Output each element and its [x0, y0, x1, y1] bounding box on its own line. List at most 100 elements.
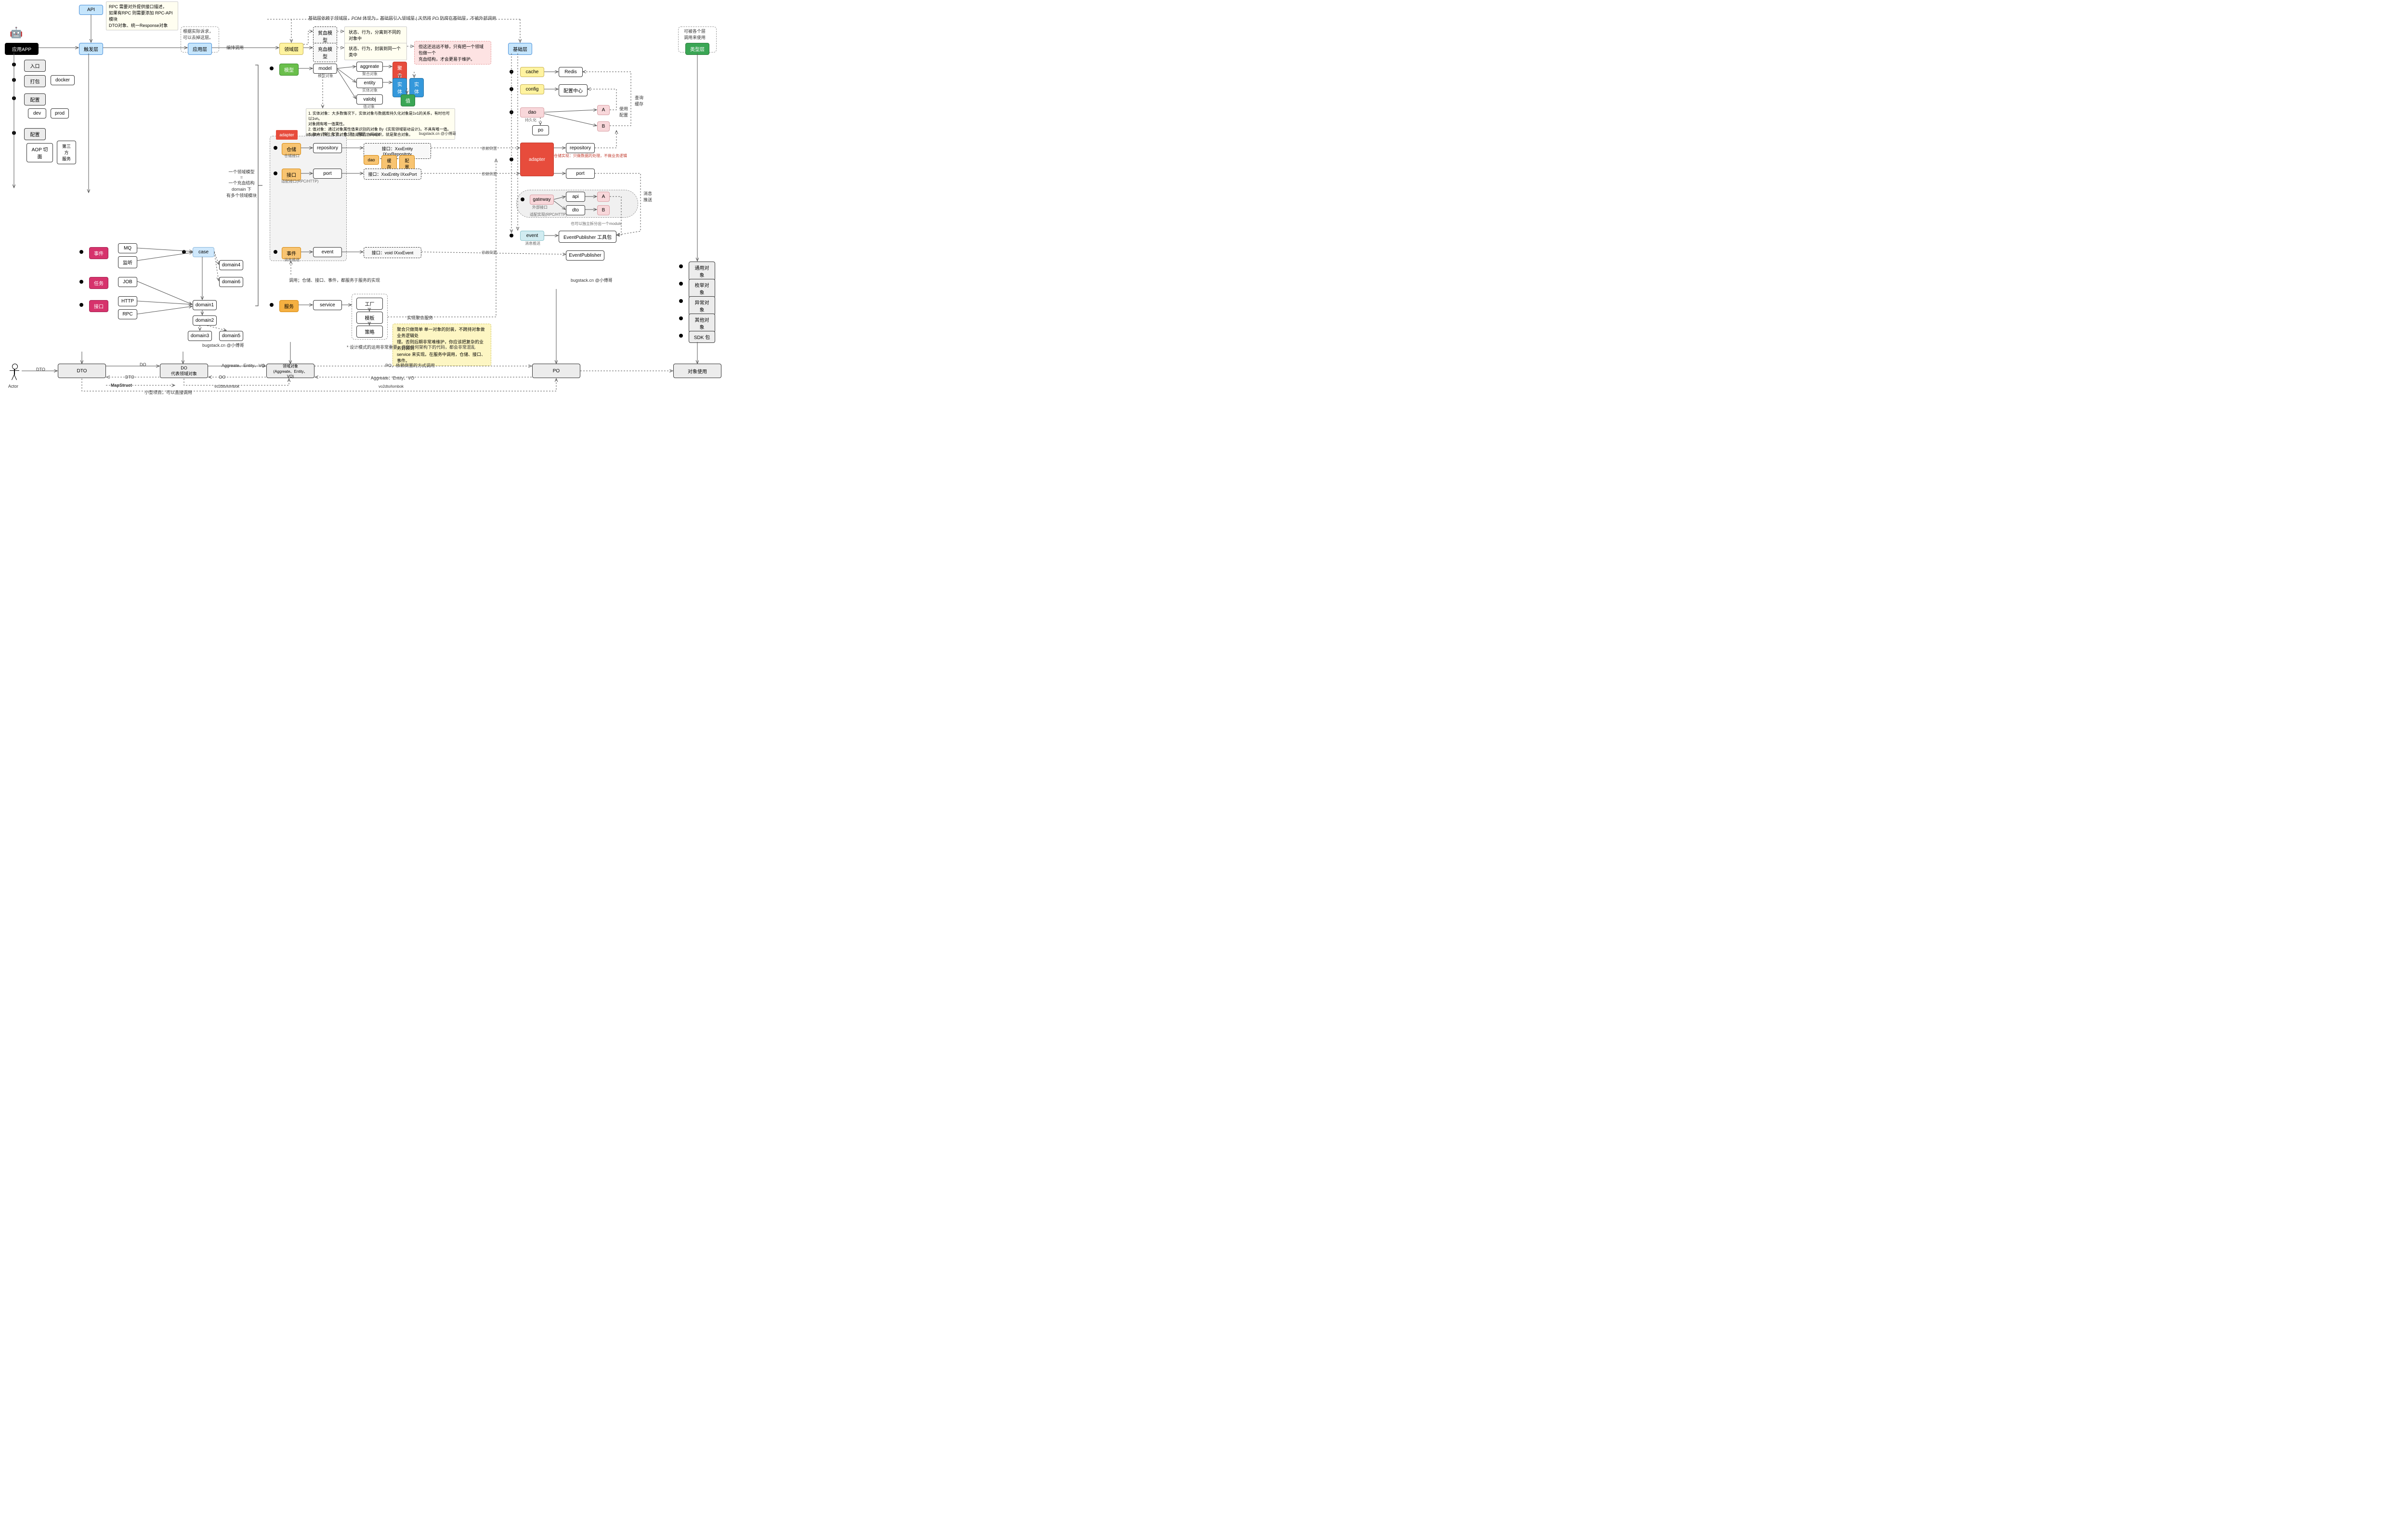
types-note: 可被各个层 调用来使用: [684, 28, 706, 40]
service-call: 调用；仓储、接口、事件，都服务于服务的实现: [289, 277, 380, 283]
config-box: config: [520, 84, 544, 94]
anemia-note: 状态、行为，分离到不同的对象中: [344, 26, 407, 44]
dot: [274, 146, 277, 150]
ep2-box: EventPublisher: [566, 250, 604, 261]
dot: [679, 299, 683, 303]
robot-icon: 🤖: [10, 26, 24, 41]
B-box: B: [597, 121, 610, 131]
dot: [182, 250, 186, 254]
dot: [12, 63, 16, 66]
dev-box: dev: [28, 108, 46, 118]
strat-box: 策略: [356, 326, 383, 338]
ms-label: MapStruct: [111, 383, 132, 388]
dto-box2: DTO: [58, 364, 106, 378]
exc-box: 异常对象: [689, 296, 715, 315]
d1-box: domain1: [193, 300, 217, 310]
repo-box: repository: [313, 143, 342, 153]
sig3: bugstack.cn @小傅哥: [571, 277, 613, 283]
aev-label: Aggreate、Entity、VO: [222, 362, 265, 368]
po-dep: PO，依赖倒置的方式调用: [385, 362, 435, 368]
zhi-box: 值: [401, 94, 415, 106]
do-box: DO 代表领域对象: [160, 364, 208, 378]
config2-box: 配置: [24, 128, 46, 140]
config1-box: 配置: [24, 93, 46, 105]
job-box: JOB: [118, 277, 137, 287]
top-line: 基础层依赖于领域层，POM 体现为，基础层引入领域层 | 天然将 PO 防腐在基…: [308, 15, 496, 21]
dto-label: DTO: [36, 367, 45, 372]
usecfg: 使用 配置: [619, 105, 628, 118]
adapter-box: adapter: [520, 143, 554, 176]
agg-sub: 聚合对象: [362, 71, 378, 77]
case-box: case: [193, 247, 214, 257]
port-iface: 接口：XxxEntity IXxxPort: [364, 169, 421, 180]
rich: 充血模型: [313, 43, 337, 62]
types-layer: 类型层: [685, 43, 709, 55]
store-sub: 仓储接口: [284, 153, 300, 158]
sig1: bugstack.cn @小傅哥: [202, 342, 244, 348]
actor-label: Actor: [8, 384, 18, 389]
dot: [510, 110, 513, 114]
dot: [274, 250, 277, 254]
event-box: event: [313, 247, 342, 257]
cache-box: cache: [520, 67, 544, 77]
app-note: 根据实际诉求， 可以去掉这层。: [183, 28, 213, 40]
rich-note: 状态、行为，封装到同一个类中: [344, 43, 407, 60]
aev-label2: Aggreate、Entity、VO: [371, 375, 414, 381]
http-box: HTTP: [118, 296, 137, 306]
do-label1: DO: [140, 362, 146, 367]
dot: [79, 280, 83, 284]
model-box: model: [313, 64, 337, 74]
port-box: port: [313, 169, 342, 179]
dot: [510, 157, 513, 161]
service-box: service: [313, 300, 342, 310]
domobj-box: 领域对象 (Aggreate、Entity、VO): [266, 364, 314, 378]
pack-box: 打包: [24, 75, 46, 87]
dao-sub: 持久化: [525, 118, 537, 123]
dot: [12, 78, 16, 82]
model-hdr: 模型: [279, 64, 299, 76]
impl-label: 实现聚合服务: [407, 315, 433, 321]
sdk-box: SDK 包: [689, 331, 715, 343]
redis-box: Redis: [559, 67, 583, 77]
other-box: 其他对象: [689, 314, 715, 333]
d6-box: domain6: [219, 277, 243, 287]
event-sub: 消息推送: [284, 257, 300, 262]
adapter-tag: adapter: [276, 130, 298, 140]
tmpl-box: 模板: [356, 312, 383, 324]
app-layer-box: 应用层: [188, 43, 212, 55]
service-hdr: 服务: [279, 300, 299, 312]
sig2: bugstack.cn @小傅哥: [419, 131, 456, 136]
dep-inv2: 依赖倒置: [482, 171, 497, 177]
aop-box: AOP 切面: [26, 143, 53, 162]
po-box: po: [532, 125, 549, 135]
valobj-box: valobj: [356, 94, 383, 105]
docker-box: docker: [51, 75, 75, 85]
dot: [679, 334, 683, 338]
d5-box: domain5: [219, 331, 243, 341]
dto-label2: DTO: [125, 375, 134, 380]
msg-push: 消息 推送: [643, 190, 652, 203]
model-sub: 模型对象: [318, 73, 333, 79]
api-note: RPC 需要对外提供接口描述， 如果有RPC 则需要添加 RPC-API 模块 …: [106, 1, 178, 30]
repo2-box: repository: [566, 143, 595, 153]
generic-box: 通用对象: [689, 262, 715, 281]
do-label2: DO: [219, 375, 226, 380]
po-box2: PO: [532, 364, 580, 378]
dot: [679, 282, 683, 286]
app-call-label: 编排调用: [226, 44, 244, 51]
bracket-note: 一个领域模型 = 一个充血结构 domain 下 有多个领域模块: [226, 169, 257, 198]
adapter-note: adapter 下包含了，仓储、适配、event: [306, 131, 380, 137]
event2-sub: 消息推送: [525, 241, 540, 246]
dep-inv1: 依赖倒置: [482, 146, 497, 151]
entity-box: entity: [356, 78, 383, 88]
actor-icon: [10, 364, 19, 383]
dot: [79, 303, 83, 307]
enum-box: 枚举对象: [689, 279, 715, 298]
prod-box: prod: [51, 108, 69, 118]
dao-box: dao: [520, 107, 544, 118]
app-layer: 应用APP: [5, 43, 39, 55]
event2-box: event: [520, 231, 544, 241]
A-box: A: [597, 105, 610, 115]
entity-sub: 实体对象: [362, 88, 378, 93]
B2-box: B: [597, 205, 610, 215]
